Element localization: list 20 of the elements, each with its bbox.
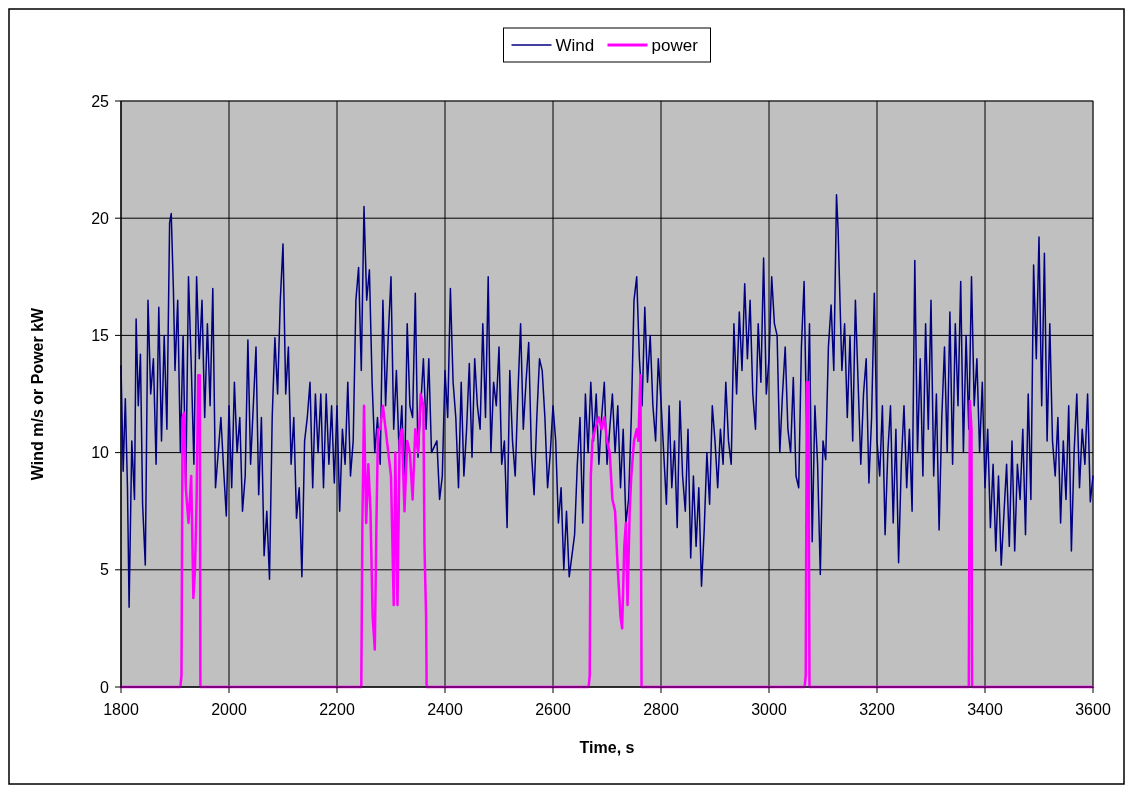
x-tick-label: 2600 — [535, 701, 571, 718]
y-tick-label: 25 — [91, 92, 110, 110]
x-axis-title: Time, s — [579, 739, 635, 756]
x-tick-label: 3200 — [859, 701, 895, 718]
y-tick-label: 15 — [91, 327, 110, 344]
x-tick-label: 2800 — [643, 701, 679, 718]
x-tick-label: 3600 — [1075, 701, 1111, 718]
y-tick-label: 5 — [100, 561, 110, 579]
legend-label: power — [651, 35, 699, 55]
x-tick-label: 2000 — [211, 701, 247, 718]
x-tick-label: 1800 — [103, 701, 139, 718]
x-tick-label: 2400 — [427, 701, 463, 718]
legend-label: Wind — [555, 35, 595, 55]
x-tick-label: 3000 — [751, 701, 787, 718]
x-tick-label: 3400 — [967, 701, 1003, 718]
y-tick-label: 20 — [91, 209, 110, 227]
y-tick-label: 0 — [100, 678, 110, 696]
x-tick-label: 2200 — [319, 701, 355, 718]
y-axis-title: Wind m/s or Power kW — [29, 306, 46, 481]
y-tick-label: 10 — [91, 444, 110, 462]
